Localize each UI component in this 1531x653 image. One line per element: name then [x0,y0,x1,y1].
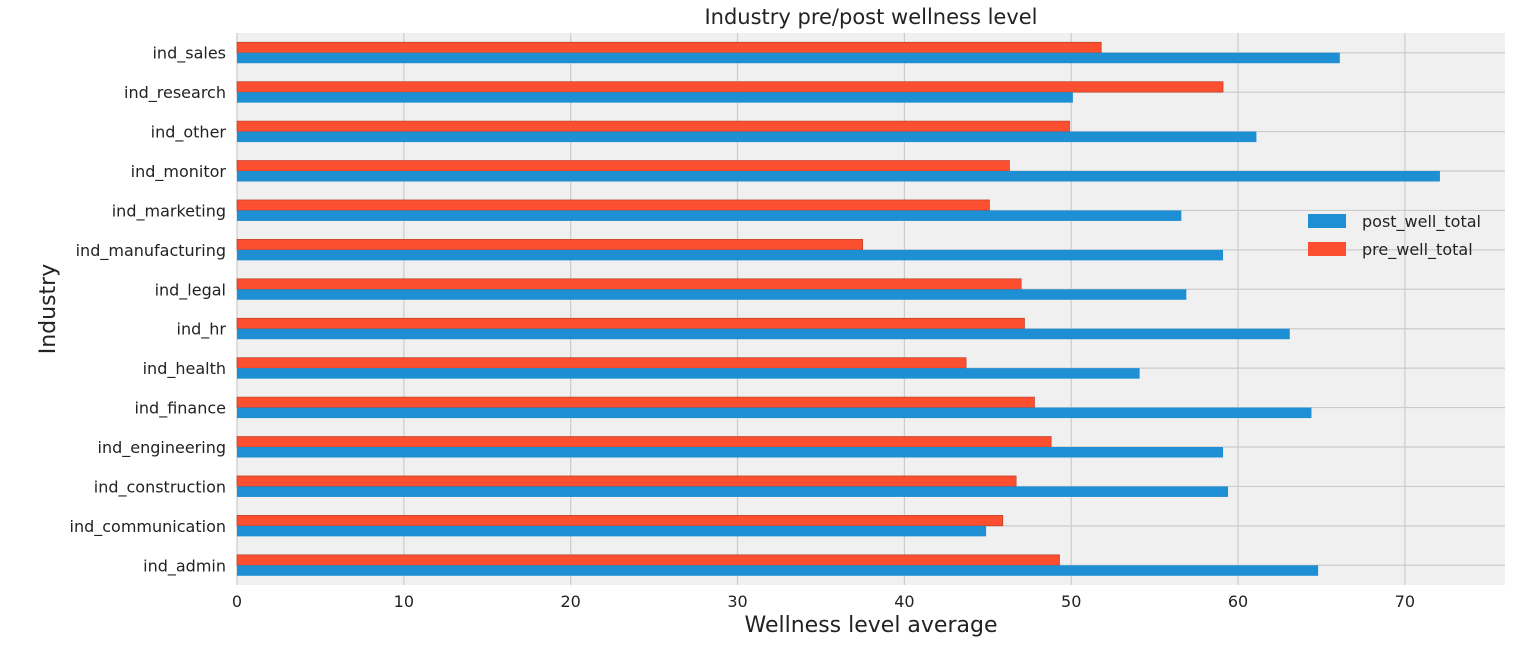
bar-pre-ind_construction [236,475,1017,487]
y-tick-label: ind_legal [155,280,226,300]
y-tick-label: ind_health [143,359,226,379]
bar-pre-ind_monitor [236,160,1010,172]
bar-pre-ind_legal [236,278,1022,290]
x-tick-label: 50 [1061,592,1081,611]
bar-pre-ind_marketing [236,199,990,211]
y-tick-label: ind_hr [177,320,227,340]
bar-post-ind_finance [237,407,1312,419]
bar-post-ind_hr [237,328,1290,340]
x-tick-label: 10 [394,592,414,611]
bar-post-ind_research [237,92,1073,103]
bar-pre-ind_sales [236,41,1102,54]
y-tick-label: ind_sales [152,44,226,64]
chart-title: Industry pre/post wellness level [704,5,1037,29]
x-tick-labels: 0 10 20 30 40 50 60 70 [232,592,1415,611]
bar-post-ind_health [237,368,1140,379]
x-tick-label: 30 [727,592,747,611]
x-tick-label: 20 [561,592,581,611]
legend-swatch-pre_well_total [1308,242,1346,256]
x-tick-label: 40 [894,592,914,611]
y-tick-label: ind_other [151,123,227,143]
bar-post-ind_communication [237,525,987,537]
y-tick-label: ind_admin [143,556,226,576]
plot-area [237,33,1505,585]
y-tick-label: ind_marketing [112,201,226,221]
x-tick-label: 60 [1228,592,1248,611]
bar-pre-ind_other [236,120,1070,132]
bar-post-ind_marketing [237,210,1182,221]
bar-pre-ind_manufacturing [236,239,863,251]
bar-post-ind_legal [237,289,1187,300]
bar-pre-ind_communication [236,515,1004,527]
legend-label-pre_well_total: pre_well_total [1362,240,1473,260]
y-tick-label: ind_monitor [131,162,227,182]
bar-post-ind_construction [237,486,1229,497]
y-tick-label: ind_research [124,83,226,103]
x-tick-label: 70 [1395,592,1415,611]
legend: post_well_total pre_well_total [1308,212,1481,260]
bar-post-ind_sales [237,52,1340,64]
bar-post-ind_other [237,131,1257,143]
bar-pre-ind_research [236,81,1224,93]
bar-post-ind_engineering [237,447,1224,458]
bars [236,41,1440,576]
legend-label-post_well_total: post_well_total [1362,212,1481,232]
bar-pre-ind_finance [236,396,1035,408]
y-tick-label: ind_construction [94,477,226,497]
y-axis-title: Industry [36,264,61,355]
bar-post-ind_manufacturing [237,249,1224,261]
bar-post-ind_monitor [237,171,1440,182]
bar-pre-ind_health [236,357,967,369]
y-tick-label: ind_engineering [98,438,226,458]
legend-swatch-post_well_total [1308,214,1346,228]
bar-pre-ind_hr [236,317,1025,330]
bar-pre-ind_engineering [236,436,1052,448]
y-tick-labels: ind_sales ind_research ind_other ind_monito… [70,44,227,577]
bar-pre-ind_admin [236,554,1060,566]
x-axis-title: Wellness level average [745,613,998,638]
x-tick-label: 0 [232,592,242,611]
y-tick-label: ind_manufacturing [76,241,226,261]
y-tick-label: ind_finance [134,399,226,419]
bar-post-ind_admin [237,565,1319,576]
y-tick-label: ind_communication [70,517,226,537]
